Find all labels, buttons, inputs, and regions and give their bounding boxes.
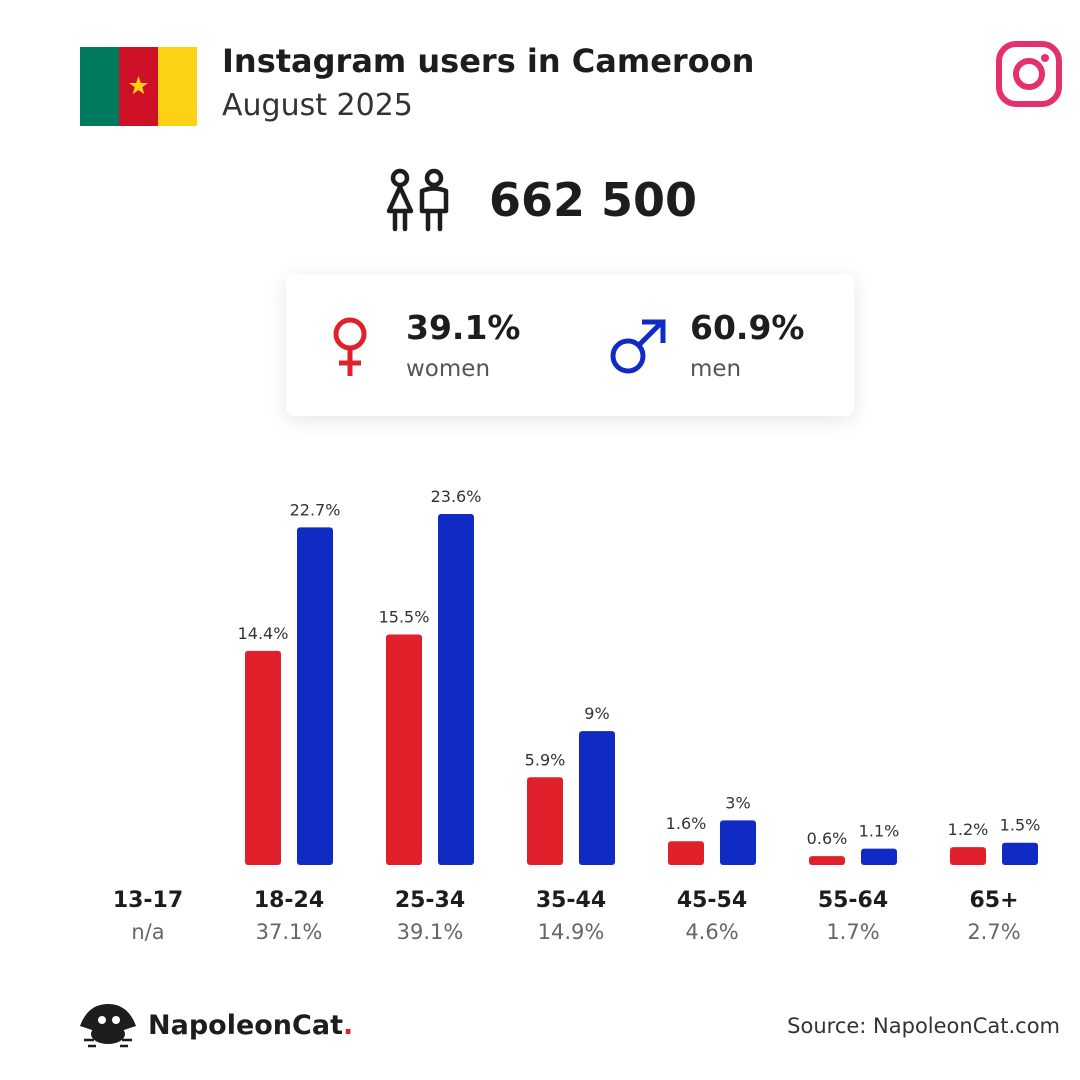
brand-dot: . — [342, 1009, 354, 1041]
bar-men-45-54 — [720, 820, 756, 865]
total-users: 662 500 — [0, 165, 1080, 235]
data-label-women-45-54: 1.6% — [666, 814, 707, 833]
data-label-women-25-34: 15.5% — [379, 607, 430, 626]
data-label-women-35-44: 5.9% — [525, 750, 566, 769]
women-block: 39.1% women — [286, 274, 570, 416]
napoleoncat-logo: NapoleonCat. — [78, 1000, 353, 1050]
category-label-18-24: 18-24 — [254, 888, 324, 913]
bar-men-35-44 — [579, 731, 615, 865]
category-label-13-17: 13-17 — [113, 888, 183, 913]
data-label-men-18-24: 22.7% — [290, 500, 341, 519]
data-label-men-65+: 1.5% — [1000, 816, 1041, 835]
bar-women-65+ — [950, 847, 986, 865]
category-total-65+: 2.7% — [967, 920, 1020, 944]
category-total-35-44: 14.9% — [538, 920, 605, 944]
page-title: Instagram users in Cameroon — [222, 42, 755, 80]
brand-text: NapoleonCat — [148, 1009, 343, 1041]
instagram-icon — [996, 41, 1062, 107]
age-gender-bar-chart: 13-17 n/a 14.4% 22.7% 18-24 37.1% 15.5% 23.6% 25… — [113, 487, 1041, 944]
men-label: men — [690, 356, 742, 382]
flag-stripe-red — [119, 47, 158, 126]
star-icon — [129, 76, 148, 95]
bar-women-25-34 — [386, 634, 422, 865]
brand-name: NapoleonCat. — [148, 1010, 353, 1041]
data-label-women-55-64: 0.6% — [807, 829, 848, 848]
source-label: Source: NapoleonCat.com — [787, 1014, 1060, 1038]
category-label-65+: 65+ — [969, 888, 1018, 913]
male-symbol-icon — [610, 319, 666, 374]
category-total-45-54: 4.6% — [685, 920, 738, 944]
men-block: 60.9% men — [570, 274, 854, 416]
bar-women-35-44 — [527, 777, 563, 865]
data-label-men-25-34: 23.6% — [431, 487, 482, 506]
gender-split-card: 39.1% women 60.9% men — [286, 274, 854, 416]
bar-men-25-34 — [438, 514, 474, 865]
data-label-women-65+: 1.2% — [948, 820, 989, 839]
category-total-25-34: 39.1% — [397, 920, 464, 944]
data-label-men-55-64: 1.1% — [859, 822, 900, 841]
bar-men-55-64 — [861, 848, 897, 865]
data-label-men-35-44: 9% — [584, 704, 609, 723]
category-label-25-34: 25-34 — [395, 888, 465, 913]
category-total-13-17: n/a — [131, 920, 164, 944]
total-users-value: 662 500 — [488, 173, 698, 227]
people-icon — [386, 168, 449, 232]
bar-men-65+ — [1002, 842, 1038, 865]
men-percentage: 60.9% — [690, 308, 805, 347]
category-total-18-24: 37.1% — [256, 920, 323, 944]
women-label: women — [406, 356, 491, 382]
data-label-women-18-24: 14.4% — [238, 624, 289, 643]
flag-stripe-green — [80, 47, 119, 126]
bar-men-18-24 — [297, 527, 333, 865]
category-label-35-44: 35-44 — [536, 888, 606, 913]
female-symbol-icon — [333, 317, 367, 376]
napoleoncat-logo-icon — [80, 1004, 136, 1048]
category-label-45-54: 45-54 — [677, 888, 747, 913]
category-total-55-64: 1.7% — [826, 920, 879, 944]
bar-women-45-54 — [668, 841, 704, 865]
cameroon-flag — [80, 47, 197, 126]
bar-women-55-64 — [809, 856, 845, 865]
page-subtitle: August 2025 — [222, 88, 413, 123]
category-label-55-64: 55-64 — [818, 888, 888, 913]
flag-stripe-yellow — [158, 47, 197, 126]
women-percentage: 39.1% — [406, 308, 521, 347]
data-label-men-45-54: 3% — [725, 793, 750, 812]
bar-women-18-24 — [245, 650, 281, 865]
